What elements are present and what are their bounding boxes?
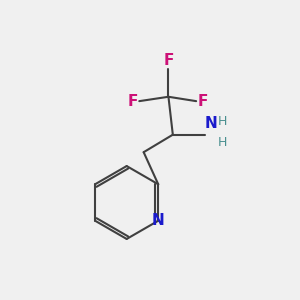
Text: H: H	[218, 115, 227, 128]
Text: F: F	[198, 94, 208, 109]
Text: H: H	[218, 136, 227, 149]
Text: N: N	[205, 116, 218, 131]
Text: N: N	[152, 213, 165, 228]
Text: F: F	[128, 94, 138, 109]
Text: F: F	[163, 52, 174, 68]
